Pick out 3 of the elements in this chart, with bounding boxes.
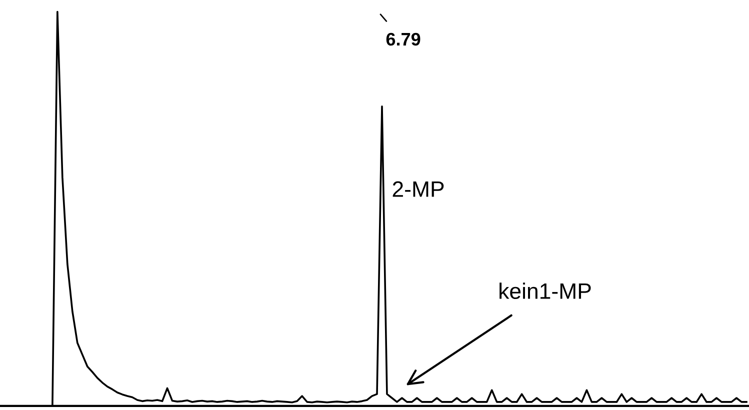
annotation: 2-MP	[392, 181, 444, 197]
annotation: kein1-MP	[500, 282, 591, 300]
annotation: 6.79	[386, 32, 420, 46]
